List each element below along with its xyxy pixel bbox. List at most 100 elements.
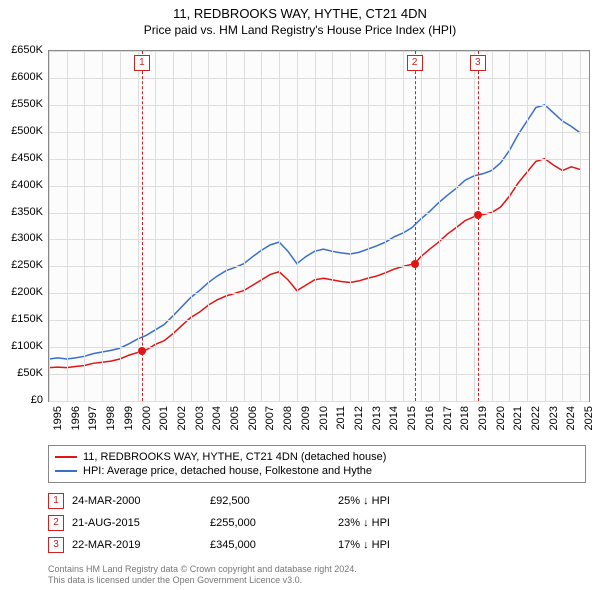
gridline-v <box>84 51 85 401</box>
x-tick-label: 2022 <box>530 406 542 430</box>
gridline-v <box>261 51 262 401</box>
gridline-v <box>403 51 404 401</box>
sales-row-3: 3 22-MAR-2019 £345,000 17% ↓ HPI <box>48 534 588 556</box>
x-tick-label: 2021 <box>512 406 524 430</box>
gridline-h <box>49 159 589 160</box>
gridline-v <box>155 51 156 401</box>
x-tick-label: 2012 <box>353 406 365 430</box>
gridline-h <box>49 132 589 133</box>
y-tick-label: £600K <box>11 71 43 83</box>
x-tick-label: 2009 <box>300 406 312 430</box>
sales-index-3: 3 <box>48 537 64 553</box>
y-tick-label: £400K <box>11 179 43 191</box>
y-tick-label: £0 <box>31 394 43 406</box>
x-tick-label: 2008 <box>282 406 294 430</box>
gridline-v <box>208 51 209 401</box>
y-tick-label: £150K <box>11 313 43 325</box>
x-tick-label: 2005 <box>229 406 241 430</box>
gridline-h <box>49 374 589 375</box>
gridline-v <box>332 51 333 401</box>
gridline-v <box>562 51 563 401</box>
marker-dot-3 <box>474 211 482 219</box>
sales-price-2: £255,000 <box>210 517 330 529</box>
gridline-v <box>474 51 475 401</box>
x-tick-label: 2017 <box>442 406 454 430</box>
y-tick-label: £200K <box>11 286 43 298</box>
x-tick-label: 2023 <box>548 406 560 430</box>
legend-label-hpi: HPI: Average price, detached house, Folk… <box>83 465 372 477</box>
legend-label-property: 11, REDBROOKS WAY, HYTHE, CT21 4DN (deta… <box>83 451 386 463</box>
gridline-v <box>421 51 422 401</box>
x-tick-label: 2011 <box>335 406 347 430</box>
marker-label-3: 3 <box>470 55 486 71</box>
gridline-v <box>120 51 121 401</box>
x-tick-label: 2025 <box>583 406 595 430</box>
y-tick-label: £250K <box>11 259 43 271</box>
y-tick-label: £550K <box>11 98 43 110</box>
gridline-v <box>244 51 245 401</box>
x-tick-label: 1996 <box>70 406 82 430</box>
gridline-h <box>49 213 589 214</box>
sales-price-3: £345,000 <box>210 539 330 551</box>
gridline-h <box>49 293 589 294</box>
x-tick-label: 1998 <box>105 406 117 430</box>
gridline-h <box>49 239 589 240</box>
sales-index-1: 1 <box>48 493 64 509</box>
legend-swatch-hpi <box>55 470 77 472</box>
x-tick-label: 2018 <box>459 406 471 430</box>
x-tick-label: 1997 <box>87 406 99 430</box>
gridline-v <box>368 51 369 401</box>
gridline-v <box>439 51 440 401</box>
gridline-h <box>49 266 589 267</box>
chart-container: 11, REDBROOKS WAY, HYTHE, CT21 4DN Price… <box>0 0 600 590</box>
sales-index-2: 2 <box>48 515 64 531</box>
sales-price-1: £92,500 <box>210 495 330 507</box>
marker-label-1: 1 <box>134 55 150 71</box>
sales-date-3: 22-MAR-2019 <box>72 539 202 551</box>
gridline-h <box>49 347 589 348</box>
marker-label-2: 2 <box>407 55 423 71</box>
gridline-v <box>456 51 457 401</box>
sales-table: 1 24-MAR-2000 £92,500 25% ↓ HPI 2 21-AUG… <box>48 490 588 556</box>
x-tick-label: 2003 <box>194 406 206 430</box>
sales-delta-2: 23% ↓ HPI <box>338 517 438 529</box>
legend-item-hpi: HPI: Average price, detached house, Folk… <box>55 464 579 478</box>
marker-dot-1 <box>138 347 146 355</box>
gridline-v <box>492 51 493 401</box>
x-tick-label: 1995 <box>52 406 64 430</box>
gridline-v <box>226 51 227 401</box>
footer-line-1: Contains HM Land Registry data © Crown c… <box>48 564 357 575</box>
gridline-v <box>527 51 528 401</box>
footer-line-2: This data is licensed under the Open Gov… <box>48 575 357 586</box>
gridline-v <box>49 51 50 401</box>
gridline-v <box>385 51 386 401</box>
gridline-v <box>545 51 546 401</box>
y-tick-label: £650K <box>11 44 43 56</box>
x-tick-label: 2010 <box>318 406 330 430</box>
chart-area: 123 £0£50K£100K£150K£200K£250K£300K£350K… <box>48 50 588 400</box>
x-tick-label: 2013 <box>371 406 383 430</box>
gridline-v <box>67 51 68 401</box>
x-tick-label: 2006 <box>247 406 259 430</box>
x-tick-label: 2024 <box>565 406 577 430</box>
y-tick-label: £300K <box>11 232 43 244</box>
gridline-v <box>580 51 581 401</box>
x-tick-label: 2019 <box>477 406 489 430</box>
gridline-h <box>49 320 589 321</box>
x-tick-label: 1999 <box>123 406 135 430</box>
marker-dot-2 <box>411 260 419 268</box>
gridline-h <box>49 186 589 187</box>
gridline-v <box>297 51 298 401</box>
legend-swatch-property <box>55 456 77 458</box>
sales-date-1: 24-MAR-2000 <box>72 495 202 507</box>
gridline-v <box>279 51 280 401</box>
x-tick-label: 2001 <box>158 406 170 430</box>
gridline-h <box>49 51 589 52</box>
plot-region: 1 2 3 <box>48 50 590 402</box>
x-tick-label: 2004 <box>211 406 223 430</box>
x-tick-label: 2002 <box>176 406 188 430</box>
sales-row-1: 1 24-MAR-2000 £92,500 25% ↓ HPI <box>48 490 588 512</box>
legend-item-property: 11, REDBROOKS WAY, HYTHE, CT21 4DN (deta… <box>55 450 579 464</box>
y-tick-label: £100K <box>11 340 43 352</box>
gridline-h <box>49 401 589 402</box>
